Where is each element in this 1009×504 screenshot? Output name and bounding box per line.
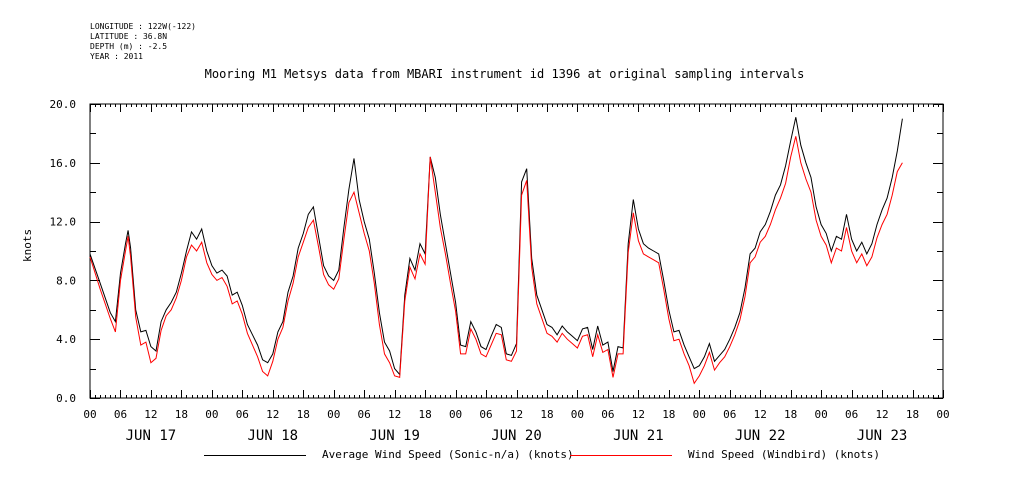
y-tick-label: 8.0 (56, 274, 76, 287)
longitude-label: LONGITUDE : 122W(-122) (90, 22, 196, 31)
x-hour-label: 06 (723, 408, 736, 421)
x-hour-label: 00 (327, 408, 340, 421)
legend-swatch-sonic (204, 455, 306, 456)
x-hour-label: 06 (479, 408, 492, 421)
y-tick-label: 0.0 (56, 392, 76, 405)
x-hour-label: 12 (388, 408, 401, 421)
plot-frame (89, 103, 944, 399)
depth-label: DEPTH (m) : -2.5 (90, 42, 168, 51)
x-hour-label: 00 (449, 408, 462, 421)
x-hour-label: 06 (845, 408, 858, 421)
y-tick-label: 16.0 (50, 157, 77, 170)
x-hour-label: 18 (784, 408, 797, 421)
x-hour-label: 12 (266, 408, 279, 421)
x-day-label: JUN 18 (247, 428, 298, 444)
chart-title: Mooring M1 Metsys data from MBARI instru… (204, 67, 805, 81)
x-hour-label: 00 (815, 408, 828, 421)
x-day-label: JUN 22 (735, 428, 786, 444)
series-layer (89, 117, 903, 385)
legend-swatch-windbird (570, 455, 672, 456)
x-hour-label: 12 (875, 408, 888, 421)
metadata-block: LONGITUDE : 122W(-122) LATITUDE : 36.8N … (90, 22, 196, 62)
x-hour-label: 12 (632, 408, 645, 421)
y-axis: 0.0 4.0 8.0 12.0 16.0 20.0 (50, 98, 943, 405)
y-tick-label: 12.0 (50, 216, 77, 229)
x-hour-label: 00 (571, 408, 584, 421)
legend-label-sonic: Average Wind Speed (Sonic-n/a) (knots) (322, 448, 574, 461)
x-day-label: JUN 23 (857, 428, 908, 444)
x-hour-label: 18 (540, 408, 553, 421)
x-day-label: JUN 17 (126, 428, 177, 444)
x-day-label: JUN 19 (369, 428, 420, 444)
x-hour-label: 00 (83, 408, 96, 421)
x-hour-label: 12 (754, 408, 767, 421)
x-day-label: JUN 20 (491, 428, 542, 444)
x-hour-label: 00 (205, 408, 218, 421)
x-axis: 00 06 12 18 00 06 12 18 00 06 12 18 00 06 12 18 00 06 12 18… (83, 104, 950, 444)
x-hour-label: 18 (662, 408, 675, 421)
x-hour-label: 12 (510, 408, 523, 421)
x-hour-label: 06 (601, 408, 614, 421)
series-line-windbird (89, 136, 903, 385)
x-hour-label: 12 (144, 408, 157, 421)
y-tick-label: 4.0 (56, 333, 76, 346)
x-hour-label: 06 (358, 408, 371, 421)
x-hour-label: 18 (175, 408, 188, 421)
y-axis-label: knots (21, 228, 34, 262)
x-hour-label: 00 (936, 408, 949, 421)
plot-axes (89, 103, 944, 399)
year-label: YEAR : 2011 (90, 52, 143, 61)
x-hour-label: 06 (236, 408, 249, 421)
legend-label-windbird: Wind Speed (Windbird) (knots) (688, 448, 881, 461)
x-hour-label: 06 (114, 408, 127, 421)
x-day-label: JUN 21 (613, 428, 664, 444)
x-hour-label: 18 (418, 408, 431, 421)
y-tick-label: 20.0 (50, 98, 77, 111)
latitude-label: LATITUDE : 36.8N (90, 32, 168, 41)
x-hour-label: 00 (693, 408, 706, 421)
series-line-sonic (89, 117, 903, 376)
x-hour-label: 18 (906, 408, 919, 421)
x-hour-label: 18 (297, 408, 310, 421)
